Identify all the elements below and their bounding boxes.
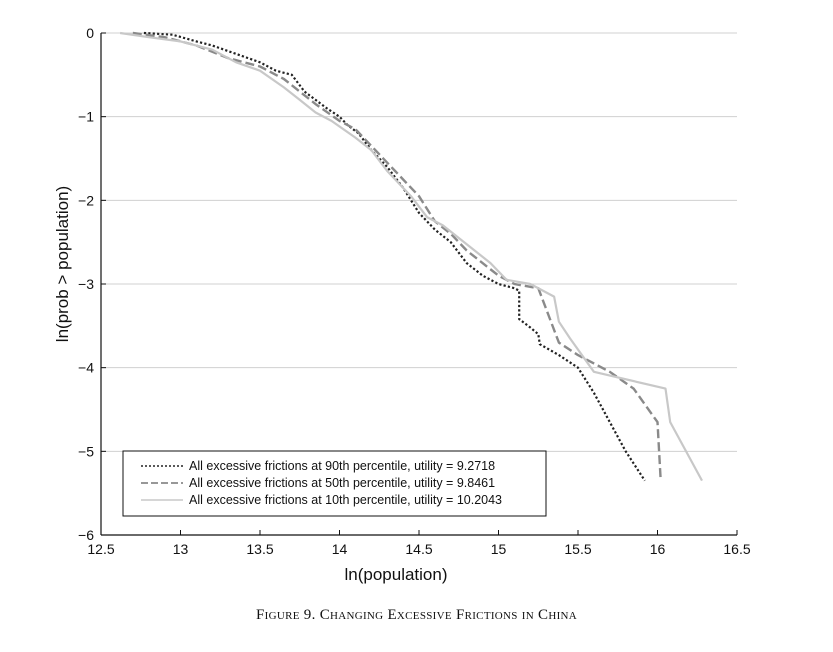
figure-caption: Figure 9. Changing Excessive Frictions i… (0, 607, 833, 624)
x-tick-label: 15 (491, 541, 507, 557)
series-lines (119, 31, 703, 482)
y-tick-label: −1 (78, 109, 94, 125)
grid-lines (101, 32, 737, 452)
y-tick-label: −2 (78, 192, 94, 208)
series-line-3 (119, 31, 703, 482)
chart: 12.5 13 13.5 14 14.5 15 15.5 16 16.5 0 −1 −2 −3 −4 −5 −… (53, 25, 751, 584)
x-tick-label: 12.5 (87, 541, 114, 557)
axes: 12.5 13 13.5 14 14.5 15 15.5 16 16.5 0 −1 −2 −3 −4 −5 −… (78, 25, 751, 557)
x-tick-label: 14 (332, 541, 348, 557)
legend-label-2: All excessive frictions at 50th percenti… (189, 476, 495, 490)
legend-label-3: All excessive frictions at 10th percenti… (189, 493, 502, 507)
x-tick-label: 14.5 (405, 541, 432, 557)
y-tick-label: −3 (78, 276, 94, 292)
y-tick-label: −5 (78, 443, 94, 459)
y-tick-label: 0 (86, 25, 94, 41)
caption-text: Changing Excessive Frictions in China (319, 607, 578, 623)
y-axis-label: ln(prob > population) (53, 186, 72, 342)
series-line-2 (132, 31, 662, 481)
legend-box (122, 450, 547, 517)
x-tick-label: 16.5 (723, 541, 750, 557)
y-tick-label: −6 (78, 527, 94, 543)
caption-prefix: Figure 9. (255, 607, 320, 623)
x-tick-label: 13.5 (246, 541, 273, 557)
legend-label-1: All excessive frictions at 90th percenti… (189, 459, 495, 473)
legend: All excessive frictions at 90th percenti… (122, 450, 547, 517)
x-tick-label: 16 (650, 541, 666, 557)
x-axis-label: ln(population) (344, 565, 447, 584)
series-line-1 (143, 31, 646, 482)
x-tick-label: 13 (173, 541, 189, 557)
y-tick-label: −4 (78, 360, 94, 376)
x-tick-label: 15.5 (564, 541, 591, 557)
